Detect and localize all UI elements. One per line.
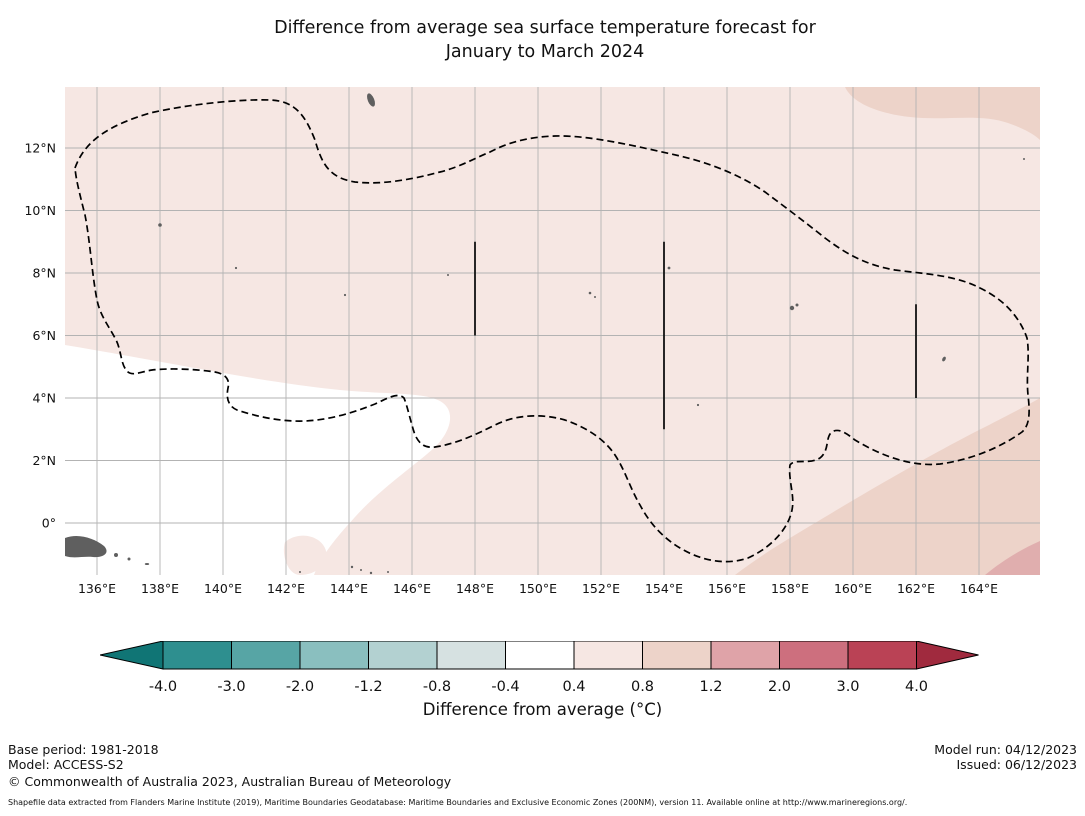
colorbar-tick-label: 0.8 — [631, 679, 654, 695]
colorbar-segment — [847, 641, 917, 670]
island — [588, 291, 592, 295]
colorbar-segment — [231, 641, 301, 670]
issued-text: Issued: 06/12/2023 — [956, 757, 1078, 772]
lon-tick-label: 142°E — [267, 581, 305, 596]
lon-tick-label: 162°E — [897, 581, 935, 596]
lat-tick-label: 0° — [42, 516, 56, 531]
colorbar-segment — [573, 641, 643, 670]
lat-tick-label: 12°N — [24, 141, 56, 156]
lon-tick-label: 146°E — [393, 581, 431, 596]
colorbar-segment — [299, 641, 369, 670]
map-gridlines — [65, 87, 1040, 575]
lon-tick-label: 152°E — [582, 581, 620, 596]
lon-tick-label: 158°E — [771, 581, 809, 596]
lon-tick-label: 140°E — [204, 581, 242, 596]
lon-tick-label: 150°E — [519, 581, 557, 596]
colorbar-segment — [710, 641, 780, 670]
lon-tick-label: 148°E — [456, 581, 494, 596]
island-guam — [367, 93, 375, 107]
sst-anomaly-map: 0° 2°N 4°N 6°N 8°N 10°N 12°N 136°E 138°E 140°E 14… — [24, 87, 1040, 596]
colorbar-segment — [505, 641, 575, 670]
base-period-text: Base period: 1981-2018 — [8, 742, 159, 757]
colorbar-tick-label: 3.0 — [836, 679, 859, 695]
anomaly-wave-detail — [283, 535, 327, 575]
colorbar-segment — [162, 641, 232, 670]
lon-tick-label: 136°E — [78, 581, 116, 596]
colorbar-tick-label: -2.0 — [286, 679, 314, 695]
island — [234, 266, 238, 270]
lon-tick-label: 164°E — [960, 581, 998, 596]
island — [795, 303, 799, 307]
island — [387, 571, 389, 573]
island — [343, 293, 347, 297]
colorbar-left-arrow — [100, 641, 164, 670]
model-run-text: Model run: 04/12/2023 — [934, 742, 1077, 757]
lat-tick-label: 2°N — [32, 453, 56, 468]
lat-tick-label: 10°N — [24, 203, 56, 218]
longitude-axis: 136°E 138°E 140°E 142°E 144°E 146°E 148°E 150°E… — [78, 581, 998, 596]
colorbar-segment — [368, 641, 438, 670]
colorbar-segments — [100, 641, 979, 670]
copyright-text: © Commonwealth of Australia 2023, Austra… — [8, 774, 452, 789]
model-text: Model: ACCESS-S2 — [8, 757, 124, 772]
island — [447, 274, 449, 276]
lon-tick-label: 144°E — [330, 581, 368, 596]
island — [144, 563, 150, 565]
shapefile-attribution-text: Shapefile data extracted from Flanders M… — [8, 798, 908, 807]
colorbar-tick-label: -0.4 — [491, 679, 519, 695]
lat-tick-label: 6°N — [32, 328, 56, 343]
lat-tick-label: 8°N — [32, 266, 56, 281]
colorbar-segment — [779, 641, 849, 670]
island — [299, 571, 301, 573]
colorbar-segment — [436, 641, 506, 670]
colorbar-tick-label: -1.2 — [354, 679, 382, 695]
island — [114, 553, 118, 557]
colorbar-tick-labels: -4.0 -3.0 -2.0 -1.2 -0.8 -0.4 0.4 0.8 1.2 2.0 3.0 4… — [149, 679, 928, 695]
island — [942, 356, 946, 362]
lon-tick-label: 154°E — [645, 581, 683, 596]
colorbar-tick-label: 1.2 — [699, 679, 722, 695]
island — [127, 557, 131, 561]
colorbar-tick-label: -4.0 — [149, 679, 177, 695]
island — [789, 305, 795, 311]
island — [158, 223, 162, 227]
page-title: Difference from average sea surface temp… — [30, 16, 1060, 64]
island — [667, 266, 671, 270]
colorbar-tick-label: 0.4 — [562, 679, 585, 695]
islands-layer — [65, 93, 1025, 575]
anomaly-region-northeast — [845, 87, 1040, 140]
eez-boundary-dashed-line — [74, 99, 1030, 563]
colorbar-caption: Difference from average (°C) — [422, 700, 663, 719]
anomaly-region-southeast — [735, 398, 1040, 575]
lon-tick-label: 138°E — [141, 581, 179, 596]
island — [369, 571, 373, 575]
straight-boundary-lines — [474, 241, 917, 430]
anomaly-colorbar: -4.0 -3.0 -2.0 -1.2 -0.8 -0.4 0.4 0.8 1.2 2.0 3.0 4… — [100, 641, 979, 695]
colorbar-segment — [642, 641, 712, 670]
island — [350, 565, 354, 569]
colorbar-tick-label: 2.0 — [768, 679, 791, 695]
latitude-axis: 0° 2°N 4°N 6°N 8°N 10°N 12°N — [24, 141, 56, 531]
lon-tick-label: 160°E — [834, 581, 872, 596]
island — [360, 569, 362, 571]
colorbar-right-arrow — [916, 641, 979, 670]
title-line-2: January to March 2024 — [445, 42, 645, 62]
colorbar-tick-label: -3.0 — [217, 679, 245, 695]
island-png-coast — [65, 535, 107, 558]
title-line-1: Difference from average sea surface temp… — [274, 18, 816, 38]
colorbar-tick-label: -0.8 — [423, 679, 451, 695]
anomaly-region-southeast-corner — [985, 541, 1040, 575]
lat-tick-label: 4°N — [32, 391, 56, 406]
anomaly-region-neutral-southwest — [65, 345, 451, 575]
lon-tick-label: 156°E — [708, 581, 746, 596]
island — [696, 403, 700, 407]
island — [1023, 158, 1025, 160]
island — [594, 296, 596, 298]
colorbar-tick-label: 4.0 — [905, 679, 928, 695]
